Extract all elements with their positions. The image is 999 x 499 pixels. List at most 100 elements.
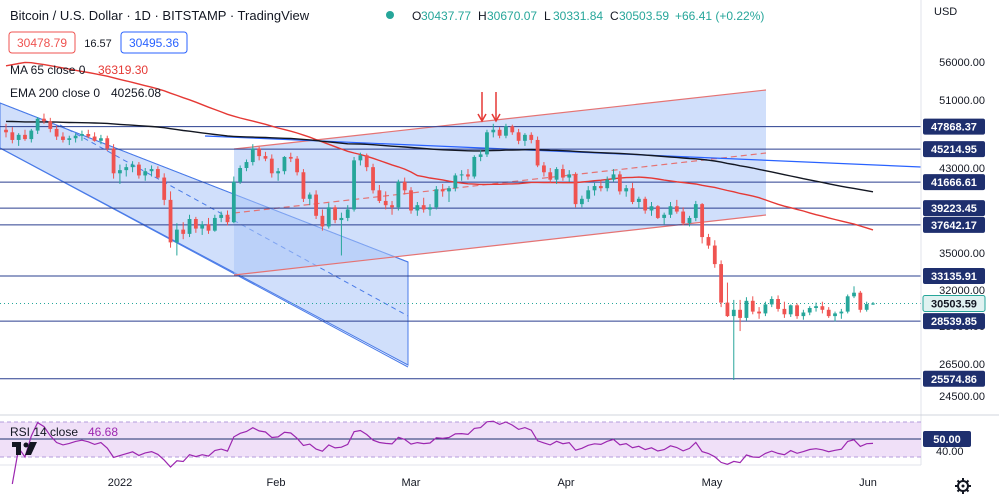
rsi-legend-label[interactable]: RSI 14 close <box>10 425 78 439</box>
candle-body <box>168 199 173 243</box>
candle <box>668 202 673 218</box>
candle-body <box>725 302 730 317</box>
tradingview-logo[interactable] <box>12 442 37 455</box>
candle <box>358 152 363 166</box>
ema-legend-value: 40256.08 <box>111 86 161 100</box>
last-price-tag <box>922 294 986 312</box>
symbol-title[interactable]: Bitcoin / U.S. Dollar · 1D · BITSTAMP · … <box>10 8 310 23</box>
candle-body <box>662 214 667 218</box>
candle <box>282 156 287 175</box>
candle <box>554 167 559 184</box>
candle-body <box>605 179 610 189</box>
candle-body <box>858 292 863 310</box>
candle <box>579 195 584 208</box>
rsi-legend-value: 46.68 <box>88 425 118 439</box>
candle <box>301 169 306 202</box>
time-axis[interactable]: 2022 Feb Mar Apr May Jun <box>108 477 877 489</box>
candle <box>744 297 749 321</box>
candle <box>130 161 135 173</box>
candle <box>573 172 578 208</box>
ohlc-readout: O 30437.77 H 30670.07 L 30331.84 C 30503.59 <box>412 9 669 23</box>
candle <box>523 133 527 146</box>
candle-body <box>269 158 274 174</box>
candle-body <box>491 129 496 133</box>
ma65-line <box>5 61 874 231</box>
candle-body <box>99 138 103 141</box>
candle-body <box>611 174 616 180</box>
candle <box>681 207 686 226</box>
price-tick-label: 24500.00 <box>939 391 985 403</box>
candle-body <box>712 245 717 265</box>
price-level-text: 25574.86 <box>931 374 977 386</box>
ohlc-key: C <box>610 9 619 23</box>
candle-body <box>839 311 844 314</box>
price-level-tag <box>923 216 985 233</box>
candle-body <box>579 198 584 205</box>
candle <box>193 216 198 233</box>
candle <box>447 186 451 202</box>
candle-body <box>16 134 21 140</box>
candle <box>757 307 761 319</box>
candle <box>390 200 394 215</box>
settings-gear-icon[interactable] <box>955 478 971 494</box>
candle <box>630 182 635 205</box>
candle-body <box>231 181 236 223</box>
candle-body <box>497 129 502 136</box>
candle-body <box>573 174 578 205</box>
arrow-head-icon <box>491 113 501 123</box>
ohlc-value: 30670.07 <box>487 9 537 23</box>
candle-body <box>320 215 325 227</box>
ohlc-value: 30503.59 <box>619 9 669 23</box>
last-price-text: 30503.59 <box>931 298 977 310</box>
price-change: +66.41 (+0.22%) <box>675 9 764 23</box>
sell-button[interactable] <box>8 31 76 54</box>
candle-body <box>586 190 591 199</box>
candle-body <box>124 167 129 171</box>
horizontal-levels <box>0 126 921 380</box>
price-tick-label: 56000.00 <box>939 57 985 69</box>
candle-body <box>719 264 724 303</box>
candle-body <box>655 206 660 218</box>
candle-body <box>617 174 622 192</box>
ema-legend-label[interactable]: EMA 200 close 0 <box>10 86 100 100</box>
candle-body <box>250 148 255 163</box>
candle <box>624 185 629 197</box>
candle <box>712 240 717 268</box>
candle-body <box>35 118 40 131</box>
candle-body <box>409 190 413 211</box>
candle <box>174 223 179 256</box>
candle-body <box>864 304 869 310</box>
candle-body <box>136 164 141 176</box>
candle-body <box>554 169 559 180</box>
ma-legend-label[interactable]: MA 65 close 0 <box>10 63 86 77</box>
candle <box>561 164 565 181</box>
candle-body <box>421 205 426 210</box>
candle <box>383 191 388 210</box>
candle <box>497 127 502 139</box>
candle-body <box>624 188 629 192</box>
candle-body <box>523 134 527 141</box>
candle <box>750 296 755 315</box>
candle-body <box>788 305 793 315</box>
rsi-level-text: 50.00 <box>933 434 961 446</box>
price-axis[interactable]: 56000.00 51000.00 43000.00 35000.00 32000.00… <box>939 57 985 403</box>
ema200-line <box>5 120 874 193</box>
candle <box>288 152 293 163</box>
candle-body <box>80 134 84 136</box>
candle <box>326 203 331 229</box>
candle <box>839 308 844 319</box>
candle <box>845 294 850 314</box>
candle <box>731 299 736 380</box>
candle-body <box>111 148 116 174</box>
candle <box>611 169 616 182</box>
candle-body <box>535 139 540 166</box>
candle <box>155 166 160 179</box>
candle-body <box>118 170 122 174</box>
currency-label[interactable]: USD <box>934 6 957 18</box>
candle-body <box>181 229 186 234</box>
buy-button[interactable] <box>120 31 188 54</box>
candle <box>54 125 59 140</box>
candle-body <box>548 172 553 180</box>
candle <box>833 311 837 322</box>
candle-body <box>263 156 268 159</box>
